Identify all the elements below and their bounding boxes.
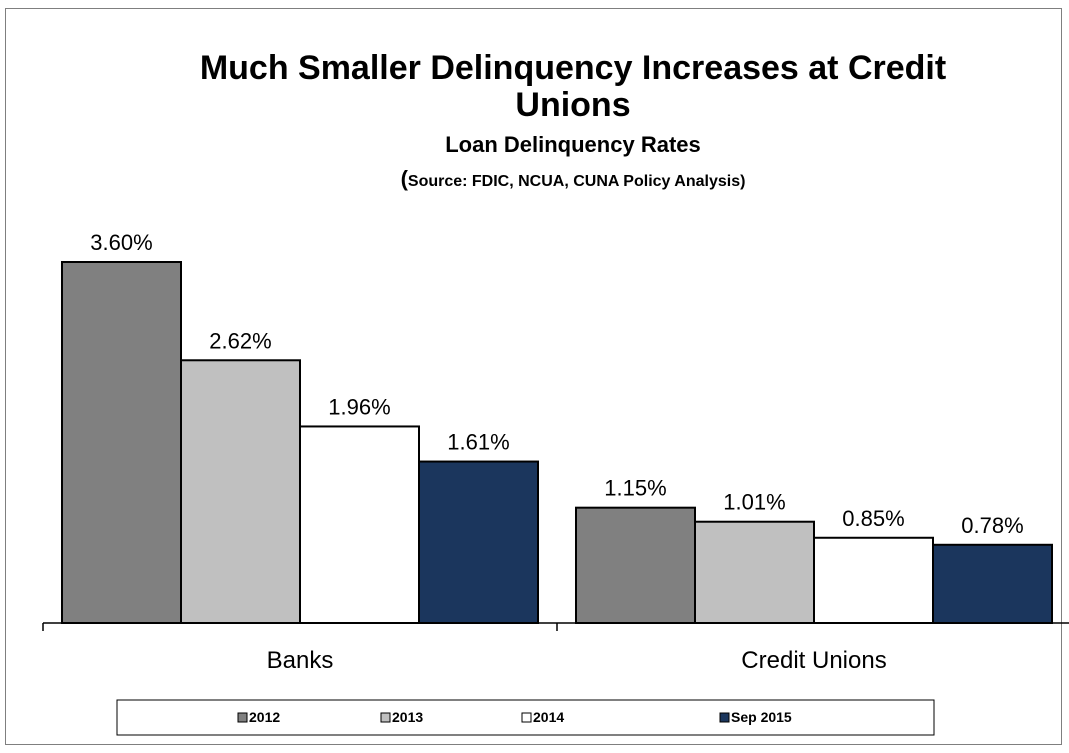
category-label: Credit Unions — [741, 647, 886, 674]
legend-label: 2012 — [249, 709, 280, 725]
legend-label: 2013 — [392, 709, 423, 725]
data-label: 1.96% — [328, 394, 390, 419]
data-label: 0.78% — [961, 513, 1023, 538]
data-label: 0.85% — [842, 506, 904, 531]
bars-layer: 3.60% 2.62% 1.96% 1.61% 1.15% 1.01% 0.85% 0.78% — [61, 230, 1053, 625]
bar-banks-2012 — [61, 261, 182, 624]
axis-layer: Banks Credit Unions — [42, 622, 1069, 674]
bar-credit-unions-sep-2015 — [932, 543, 1053, 624]
chart-frame — [5, 8, 1062, 745]
bar-banks-sep-2015 — [418, 460, 539, 624]
bar-credit-unions-2013 — [694, 520, 815, 624]
data-label: 1.61% — [447, 430, 509, 455]
legend-layer: 2012 2013 2014 Sep 2015 — [116, 699, 935, 736]
chart-title-line2: Unions — [515, 86, 630, 124]
chart-source: (Source: FDIC, NCUA, CUNA Policy Analysi… — [401, 166, 746, 191]
bar-credit-unions-2012 — [575, 506, 696, 624]
legend-label: 2014 — [533, 709, 564, 725]
data-label: 3.60% — [90, 230, 152, 255]
chart-subtitle: Loan Delinquency Rates — [445, 132, 701, 157]
category-label: Banks — [267, 647, 334, 674]
chart-title-line1: Much Smaller Delinquency Increases at Cr… — [200, 49, 946, 87]
bar-banks-2014 — [299, 425, 420, 625]
legend-swatch-2013 — [380, 712, 391, 723]
chart-source-text: Source: FDIC, NCUA, CUNA Policy Analysis… — [408, 173, 746, 190]
legend-swatch-sep-2015 — [719, 712, 730, 723]
legend-swatch-2014 — [521, 712, 532, 723]
data-label: 2.62% — [209, 328, 271, 353]
bar-credit-unions-2014 — [813, 536, 934, 625]
chart-source-paren: ( — [401, 166, 409, 191]
bar-banks-2013 — [180, 359, 301, 624]
legend-label: Sep 2015 — [731, 709, 792, 725]
data-label: 1.01% — [723, 490, 785, 515]
data-label: 1.15% — [604, 476, 666, 501]
legend-swatch-2012 — [237, 712, 248, 723]
